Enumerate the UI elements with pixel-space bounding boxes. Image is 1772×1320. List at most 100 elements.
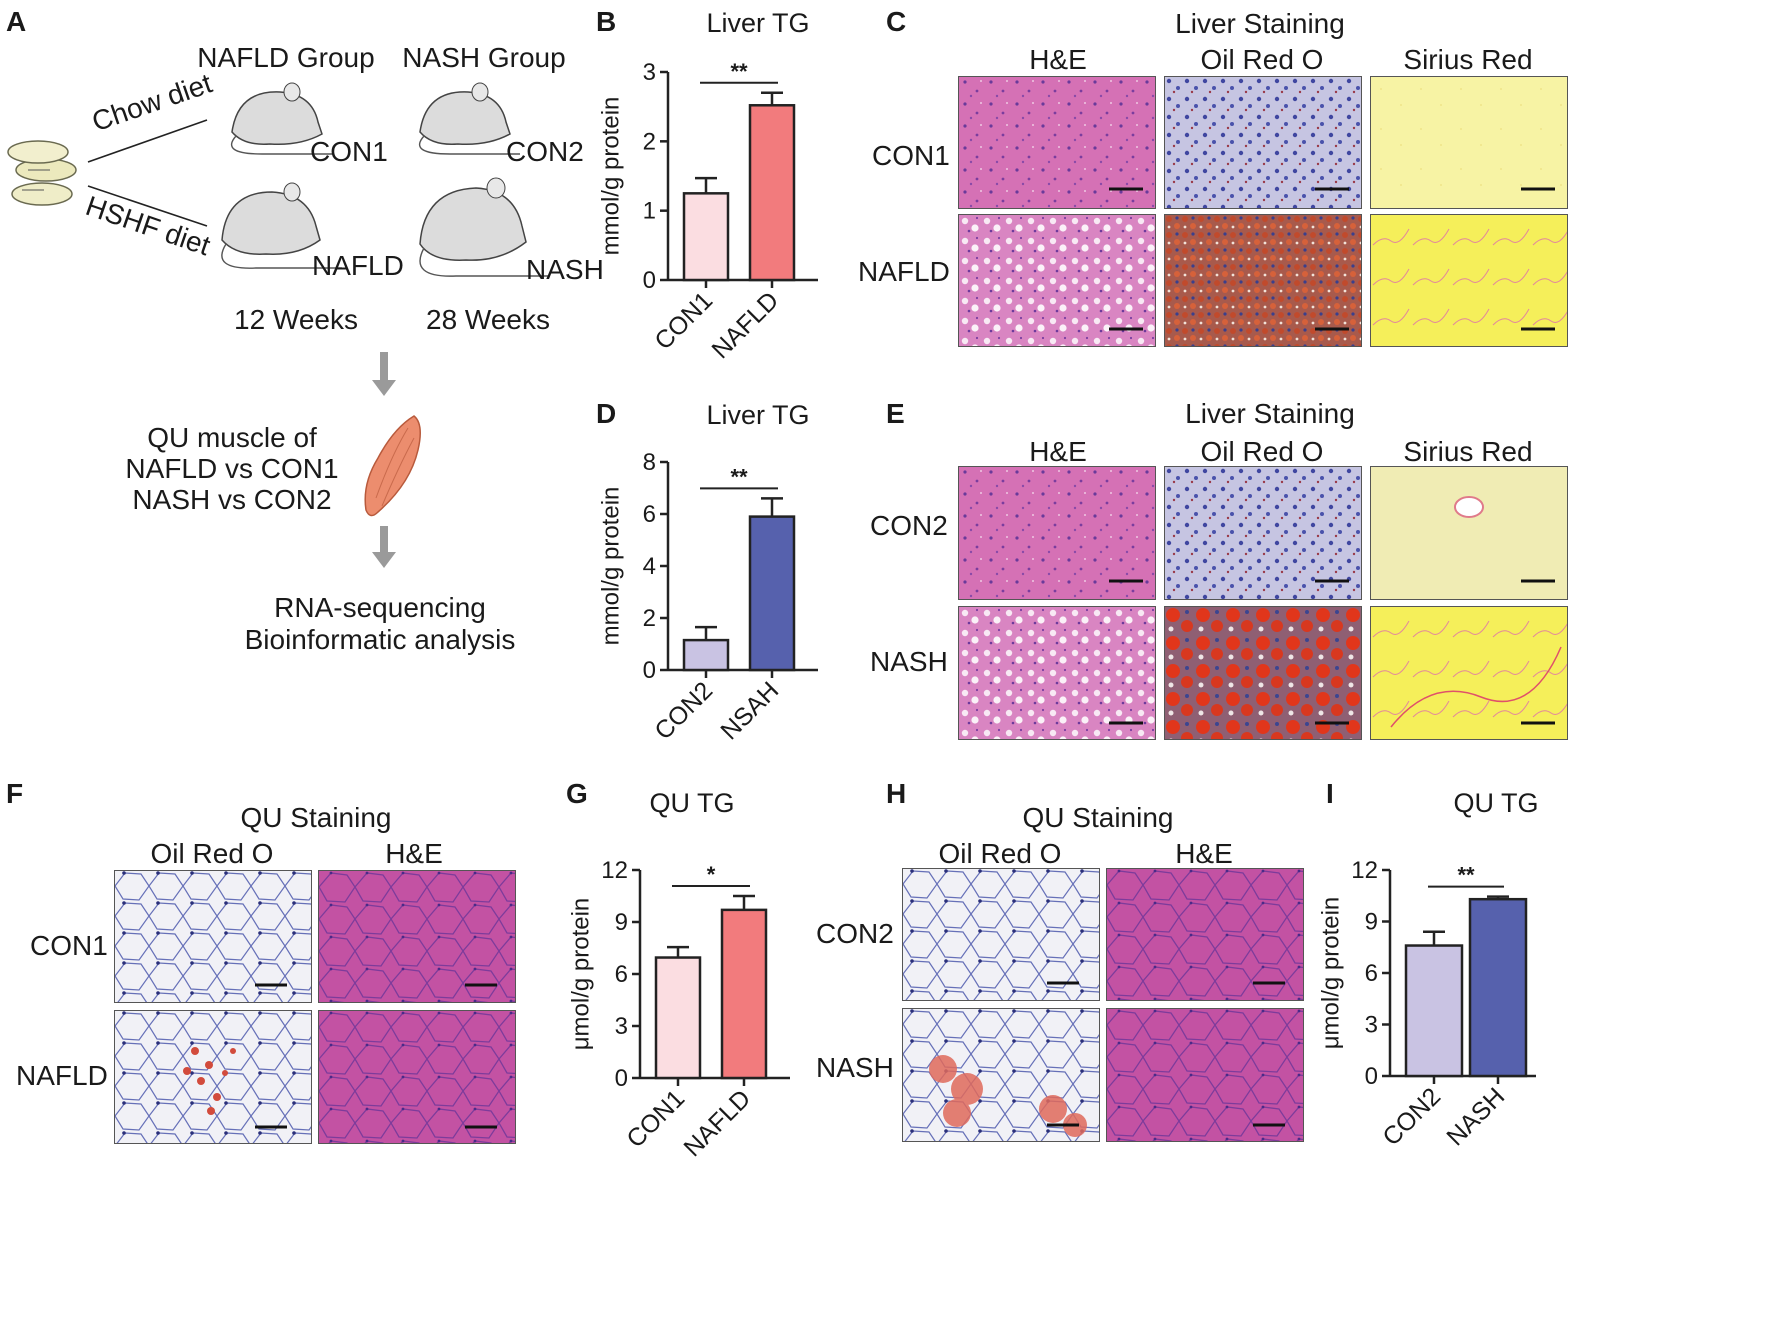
bar-con1 — [654, 956, 702, 1080]
micrograph-f-nafld-oro — [114, 1010, 312, 1144]
micrograph-e-con2-sirius — [1370, 466, 1568, 600]
bar-nash — [1468, 897, 1528, 1078]
analysis-line-1: RNA-sequencing — [274, 592, 486, 623]
panel-label-i: I — [1326, 778, 1334, 809]
bar-con2 — [1404, 944, 1464, 1078]
y-tick-label: 4 — [643, 553, 656, 580]
chart-d: Liver TG mmol/g protein 0 2 4 6 8 CON2 NSAH ** — [590, 392, 880, 762]
y-tick-label: 0 — [1365, 1063, 1378, 1090]
micrograph-f-con1-he — [318, 870, 516, 1003]
mouse-label-nafld: NAFLD — [312, 250, 404, 281]
micrograph-c-nafld-he — [958, 214, 1156, 347]
x-tick-label: NAFLD — [706, 286, 784, 364]
y-tick-label: 3 — [615, 1013, 628, 1040]
chart-g: QU TG μmol/g protein 0 3 6 9 12 CON1 NAFLD * — [560, 780, 860, 1170]
y-tick-label: 1 — [643, 198, 656, 225]
panel-c-col-oro: Oil Red O — [1200, 44, 1324, 75]
significance-marker: ** — [730, 464, 748, 489]
micrograph-c-con1-sirius — [1370, 76, 1568, 209]
diet-schematic — [7, 82, 548, 277]
y-tick-label: 3 — [1365, 1012, 1378, 1039]
micrograph-f-nafld-he — [318, 1010, 516, 1144]
y-tick-label: 6 — [643, 501, 656, 528]
x-tick-label: NASH — [1441, 1082, 1510, 1151]
chart-title: Liver TG — [706, 8, 809, 38]
y-tick-label: 12 — [601, 857, 628, 884]
y-tick-label: 0 — [615, 1065, 628, 1092]
significance-marker: * — [707, 862, 716, 887]
analysis-line-2: Bioinformatic analysis — [244, 624, 516, 655]
bar-nafld — [748, 104, 796, 282]
chart-title: QU TG — [649, 788, 734, 818]
panel-label-b: B — [596, 6, 617, 37]
panel-label-g: G — [566, 778, 588, 809]
x-tick-label: CON2 — [649, 676, 718, 745]
micrograph-e-nash-sirius — [1370, 606, 1568, 740]
mouse-icon — [418, 82, 520, 155]
panel-e-row-nash: NASH — [870, 646, 948, 677]
y-tick-label: 9 — [615, 909, 628, 936]
panel-label-h: H — [886, 778, 907, 809]
muscle-line-3: NASH vs CON2 — [132, 484, 332, 515]
panel-c-row-nafld: NAFLD — [858, 256, 950, 287]
micrograph-c-nafld-sirius — [1370, 214, 1568, 347]
panel-c-row-con1: CON1 — [872, 140, 950, 171]
micrograph-h-con2-he — [1106, 868, 1304, 1001]
weeks-28-label: 28 Weeks — [426, 304, 550, 335]
chart-i: QU TG μmol/g protein 0 3 6 9 12 CON2 NASH ** — [1310, 780, 1610, 1170]
panel-h-row-con2: CON2 — [816, 918, 894, 949]
down-arrow-icon — [372, 352, 396, 396]
bar-nsah — [748, 515, 796, 672]
panel-label-f: F — [6, 778, 24, 809]
panel-f-col-oro: Oil Red O — [150, 838, 274, 869]
panel-h-col-oro: Oil Red O — [938, 838, 1062, 869]
mouse-label-con2: CON2 — [506, 136, 584, 167]
nafld-group-label: NAFLD Group — [197, 42, 375, 73]
x-tick-label: NAFLD — [678, 1084, 756, 1162]
muscle-line-1: QU muscle of — [147, 422, 317, 453]
nash-group-label: NASH Group — [402, 42, 566, 73]
y-axis-label: mmol/g protein — [597, 97, 624, 256]
panel-f-col-he: H&E — [385, 838, 443, 869]
panel-f-row-nafld: NAFLD — [16, 1060, 108, 1091]
micrograph-e-con2-oro — [1164, 466, 1362, 600]
food-pellet-icon — [7, 140, 77, 206]
chart-title: Liver TG — [706, 400, 809, 430]
down-arrow-icon — [372, 526, 396, 568]
bar-con1 — [682, 192, 730, 282]
y-tick-label: 8 — [643, 449, 656, 476]
mouse-label-nash: NASH — [526, 254, 604, 285]
panel-label-a: A — [6, 6, 27, 37]
mouse-icon — [230, 82, 332, 155]
y-tick-label: 2 — [643, 605, 656, 632]
micrograph-h-con2-oro — [902, 868, 1100, 1001]
panel-label-d: D — [596, 398, 617, 429]
panel-c-col-he: H&E — [1029, 44, 1087, 75]
y-tick-label: 12 — [1351, 857, 1378, 884]
y-tick-label: 0 — [643, 267, 656, 294]
significance-marker: ** — [1457, 863, 1475, 888]
y-axis-label: mmol/g protein — [597, 487, 624, 646]
muscle-icon — [364, 415, 421, 517]
mouse-label-con1: CON1 — [310, 136, 388, 167]
bar-con2 — [682, 638, 730, 672]
panel-e-title: Liver Staining — [1185, 398, 1355, 429]
mouse-icon — [419, 177, 548, 277]
panel-h-title: QU Staining — [1022, 802, 1174, 833]
x-tick-label: NSAH — [715, 676, 784, 745]
y-tick-label: 6 — [615, 961, 628, 988]
micrograph-e-nash-he — [958, 606, 1156, 740]
micrograph-h-nash-oro — [902, 1008, 1100, 1142]
significance-marker: ** — [730, 59, 748, 84]
panel-f-row-con1: CON1 — [30, 930, 108, 961]
y-tick-label: 3 — [643, 59, 656, 86]
y-tick-label: 0 — [643, 657, 656, 684]
micrograph-c-con1-he — [958, 76, 1156, 209]
panel-f-title: QU Staining — [240, 802, 392, 833]
bar-nafld — [720, 908, 768, 1080]
y-axis-label: μmol/g protein — [567, 898, 594, 1051]
mouse-icon — [221, 182, 342, 269]
